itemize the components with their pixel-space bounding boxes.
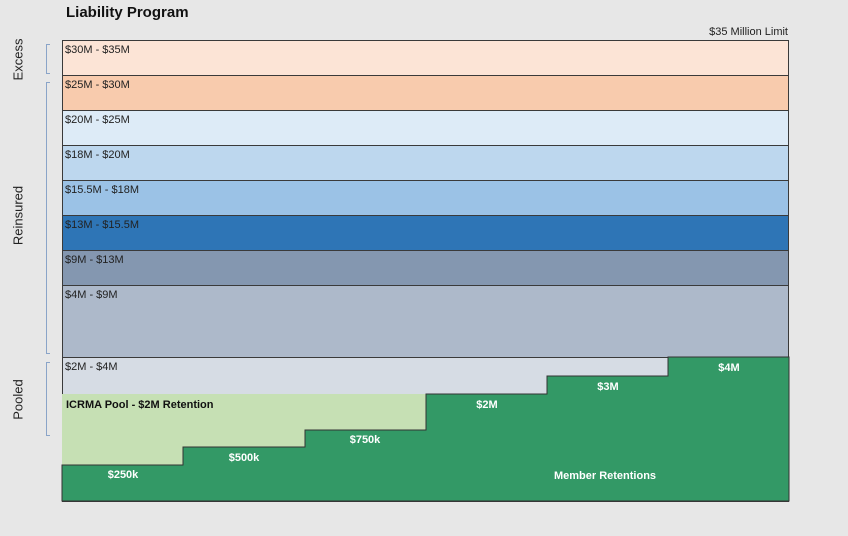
member-retentions-label: Member Retentions [554, 470, 656, 482]
limit-label: $35 Million Limit [709, 26, 788, 38]
pooled-bracket [46, 362, 50, 436]
layer-band: $9M - $13M [62, 250, 789, 286]
layer-band: $20M - $25M [62, 110, 789, 146]
icrma-pool-area [62, 394, 426, 465]
layer-label: $25M - $30M [65, 79, 130, 91]
layer-label: $13M - $15.5M [65, 219, 139, 231]
layer-band: $15.5M - $18M [62, 180, 789, 216]
layer-label: $30M - $35M [65, 44, 130, 56]
retention-step-3m: $3M [597, 381, 618, 393]
retention-step-4m: $4M [718, 362, 739, 374]
layer-label: $18M - $20M [65, 149, 130, 161]
icrma-pool-label: ICRMA Pool - $2M Retention [66, 399, 214, 411]
pooled-band-label: $2M - $4M [65, 361, 118, 373]
retention-step-250k: $250k [108, 469, 139, 481]
reinsured-bracket [46, 82, 50, 354]
retention-step-2m: $2M [476, 399, 497, 411]
excess-bracket [46, 44, 50, 74]
chart-title: Liability Program [66, 4, 189, 21]
layer-label: $9M - $13M [65, 254, 124, 266]
retention-step-750k: $750k [350, 434, 381, 446]
layer-band: $18M - $20M [62, 145, 789, 181]
layer-label: $20M - $25M [65, 114, 130, 126]
retention-step-500k: $500k [229, 452, 260, 464]
layer-label: $15.5M - $18M [65, 184, 139, 196]
layer-band: $25M - $30M [62, 75, 789, 111]
member-retentions-area [61, 356, 790, 502]
layer-band: $13M - $15.5M [62, 215, 789, 251]
layer-label: $4M - $9M [65, 289, 118, 301]
